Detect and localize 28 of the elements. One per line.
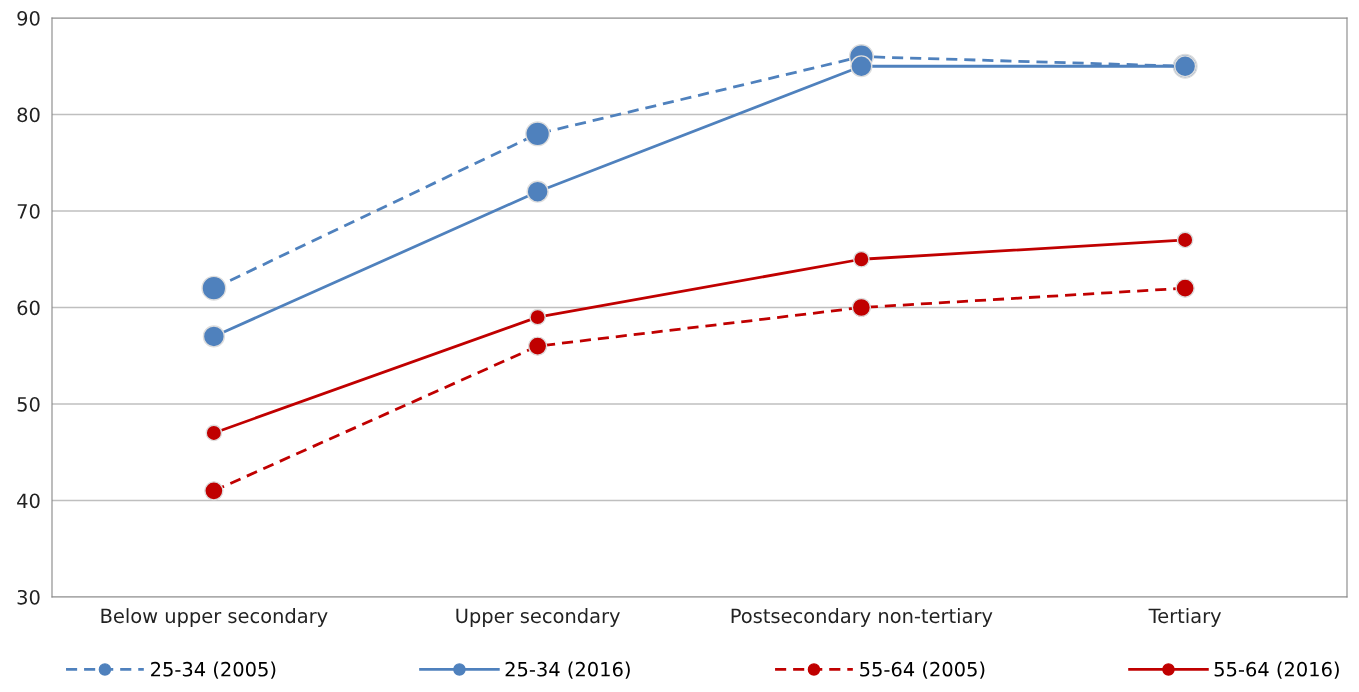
legend-label: 25-34 (2016) <box>505 661 630 679</box>
x-tick-label: Postsecondary non-tertiary <box>731 608 993 627</box>
point <box>853 250 870 268</box>
y-tick-label: 50 <box>17 396 40 412</box>
legend-label: 25-34 (2005) <box>151 661 276 679</box>
legend-label: 55-64 (2016) <box>1214 661 1339 679</box>
y-tick-label: 70 <box>17 203 40 219</box>
y-tick-label: 80 <box>17 107 40 123</box>
point <box>205 424 223 442</box>
y-tick-label: 40 <box>17 493 40 509</box>
point <box>527 336 548 356</box>
y-tick-label: 60 <box>17 300 40 316</box>
x-tick-label: Tertiary <box>1148 608 1222 627</box>
point <box>1175 278 1195 298</box>
x-tick-label: Below upper secondary <box>101 608 328 627</box>
point <box>525 121 551 147</box>
x-tick-label: Upper secondary <box>456 608 620 627</box>
y-tick-label: 30 <box>17 589 40 605</box>
point <box>1176 231 1194 249</box>
point <box>204 481 224 501</box>
point <box>850 55 873 78</box>
y-tick-label: 90 <box>17 10 40 26</box>
point <box>529 308 546 326</box>
point <box>201 275 227 301</box>
point <box>202 325 225 348</box>
point <box>851 297 872 318</box>
legend-label: 55-64 (2005) <box>860 661 985 679</box>
point <box>526 180 549 203</box>
